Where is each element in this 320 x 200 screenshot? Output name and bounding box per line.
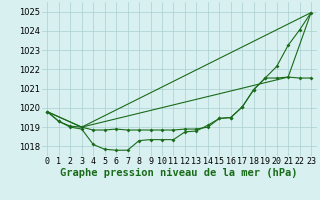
X-axis label: Graphe pression niveau de la mer (hPa): Graphe pression niveau de la mer (hPa) [60, 168, 298, 178]
